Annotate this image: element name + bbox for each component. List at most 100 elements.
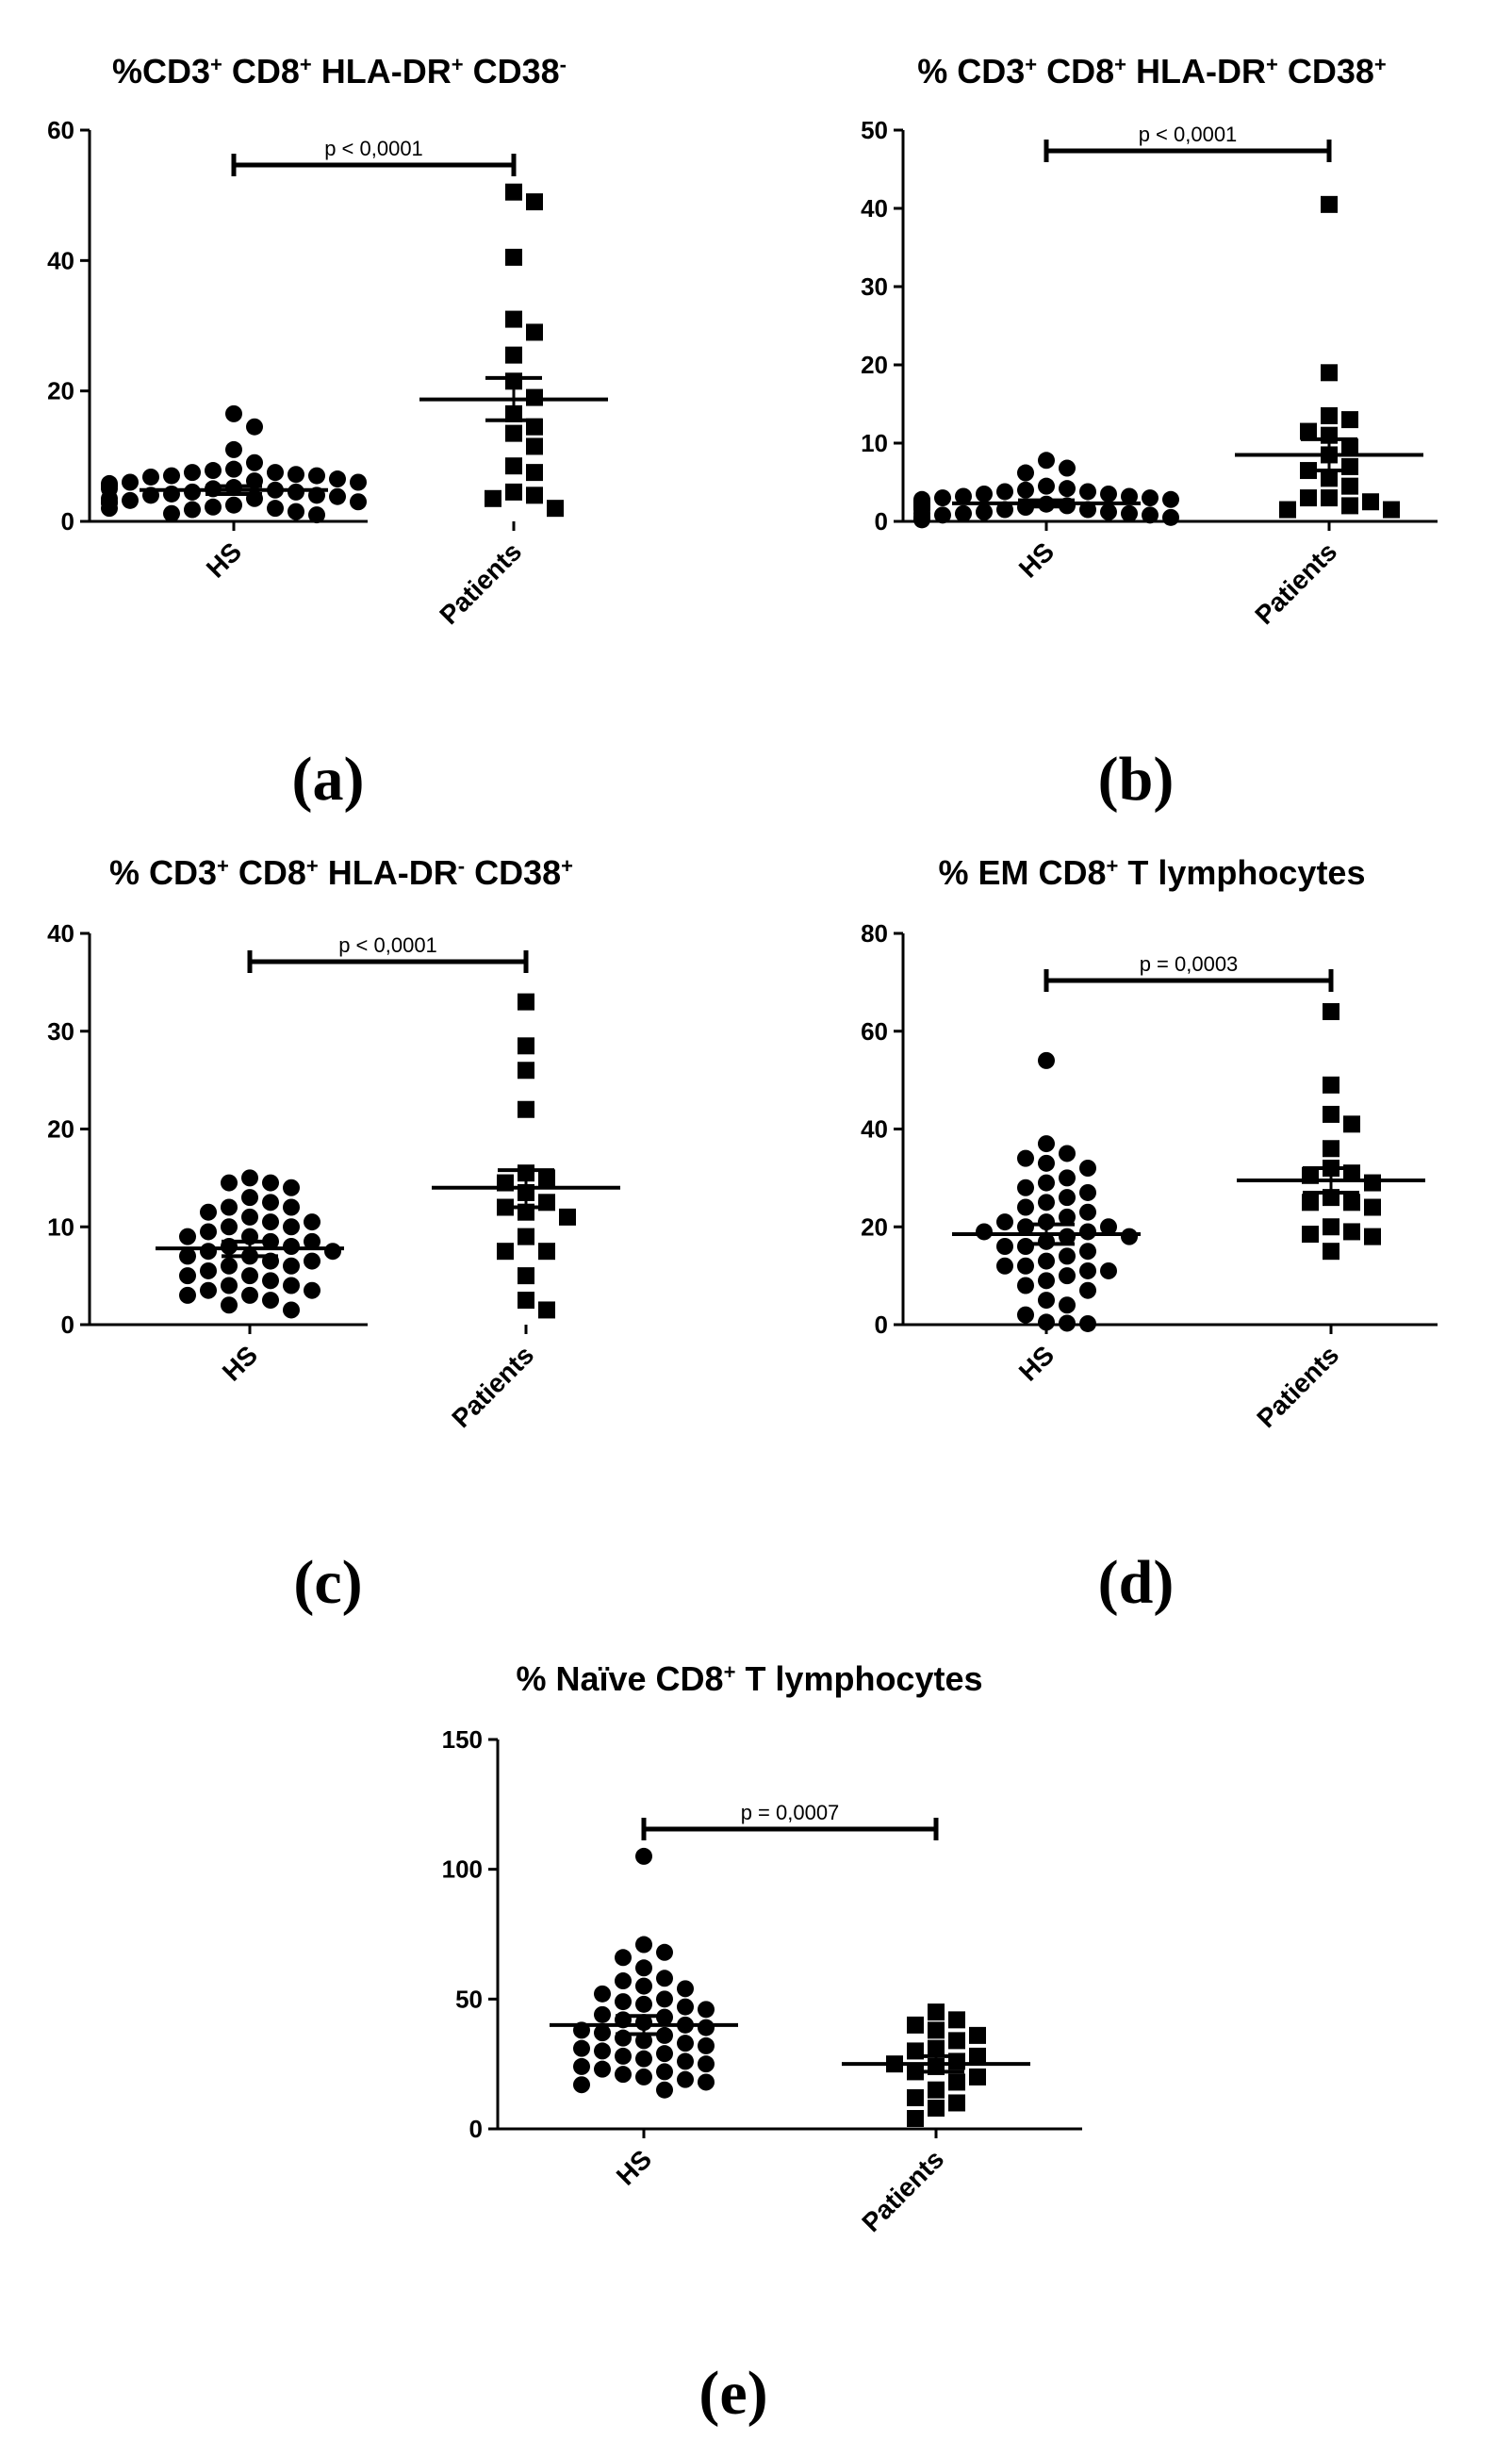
data-point-hs (1079, 501, 1096, 519)
data-point-hs (996, 1257, 1013, 1275)
data-point-hs (262, 1292, 279, 1310)
data-point-hs (1038, 477, 1055, 495)
y-tick-label: 40 (47, 919, 74, 948)
data-point-patients (1302, 1194, 1319, 1212)
chart-title: % CD3+ CD8+ HLA-DR- CD38+ (109, 853, 573, 892)
data-point-hs (976, 485, 993, 503)
data-point-hs (241, 1286, 258, 1304)
data-point-hs (1059, 1169, 1076, 1187)
data-point-hs (656, 2081, 673, 2099)
p-value-label: p < 0,0001 (324, 137, 423, 160)
data-point-hs (698, 2019, 715, 2036)
panel-label: (b) (1098, 745, 1175, 814)
data-point-patients (485, 489, 501, 507)
data-point-hs (283, 1257, 300, 1275)
data-point-patients (518, 1267, 534, 1285)
data-point-hs (677, 1998, 694, 2016)
data-point-hs (1079, 483, 1096, 501)
data-point-hs (200, 1203, 217, 1221)
data-point-hs (677, 2053, 694, 2070)
data-point-hs (1059, 480, 1076, 498)
data-point-hs (329, 487, 346, 505)
data-point-hs (200, 1243, 217, 1261)
data-point-hs (1100, 1218, 1117, 1236)
data-point-patients (928, 2003, 945, 2021)
data-point-patients (505, 346, 522, 364)
panel-label: (c) (293, 1548, 362, 1617)
data-point-hs (1038, 1252, 1055, 1270)
data-point-hs (615, 2066, 632, 2084)
data-point-hs (283, 1238, 300, 1255)
data-point-hs (1038, 1292, 1055, 1310)
data-point-patients (505, 183, 522, 201)
data-point-hs (304, 1281, 320, 1299)
data-point-hs (221, 1218, 238, 1236)
data-point-hs (179, 1267, 196, 1285)
data-point-hs (996, 483, 1013, 501)
data-point-hs (698, 2036, 715, 2054)
data-point-patients (1343, 1194, 1360, 1212)
data-point-hs (955, 504, 972, 522)
data-point-patients (1321, 489, 1338, 507)
data-point-hs (200, 1281, 217, 1299)
data-point-hs (241, 1189, 258, 1207)
data-point-hs (308, 467, 325, 485)
data-point-hs (1059, 1247, 1076, 1265)
data-point-hs (635, 1847, 652, 1865)
chart-title: %CD3+ CD8+ HLA-DR+ CD38- (112, 52, 567, 91)
data-point-hs (350, 473, 367, 491)
data-point-hs (1038, 1051, 1055, 1069)
data-point-hs (1017, 1149, 1034, 1167)
data-point-hs (1100, 503, 1117, 521)
data-point-hs (283, 1179, 300, 1196)
data-point-hs (304, 1252, 320, 1270)
y-tick-label: 60 (861, 1017, 888, 1046)
data-point-hs (205, 462, 222, 480)
data-point-patients (1321, 470, 1338, 487)
y-tick-label: 20 (861, 351, 888, 379)
y-tick-label: 0 (61, 507, 74, 536)
data-point-hs (1059, 1314, 1076, 1332)
data-point-hs (594, 2060, 611, 2078)
data-point-hs (656, 2063, 673, 2081)
data-point-hs (615, 1993, 632, 2011)
data-point-hs (1017, 1277, 1034, 1294)
data-point-patients (538, 1169, 555, 1187)
data-point-hs (262, 1194, 279, 1212)
data-point-patients (928, 2099, 945, 2117)
p-value-label: p < 0,0001 (338, 933, 437, 957)
data-point-hs (677, 2035, 694, 2053)
data-point-hs (1079, 1314, 1096, 1332)
data-point-hs (1059, 1296, 1076, 1314)
chart-title: % EM CD8+ T lymphocytes (939, 853, 1366, 892)
y-tick-label: 40 (47, 246, 74, 274)
data-point-hs (184, 501, 201, 519)
y-tick-label: 60 (47, 116, 74, 144)
data-point-patients (538, 1243, 555, 1261)
y-tick-label: 0 (875, 507, 888, 536)
data-point-hs (1038, 1272, 1055, 1290)
data-point-hs (246, 418, 263, 436)
data-point-hs (1038, 1135, 1055, 1153)
data-point-hs (1038, 1174, 1055, 1192)
data-point-hs (698, 2055, 715, 2073)
data-point-hs (635, 1977, 652, 1995)
data-point-hs (594, 1985, 611, 2003)
data-point-hs (1079, 1243, 1096, 1261)
data-point-hs (184, 483, 201, 501)
data-point-hs (101, 500, 118, 518)
data-point-hs (288, 466, 304, 484)
data-point-patients (1343, 1223, 1360, 1241)
data-point-hs (1017, 1238, 1034, 1255)
data-point-patients (1279, 501, 1296, 519)
data-point-patients (969, 2047, 986, 2065)
data-point-patients (526, 323, 543, 341)
data-point-hs (996, 1213, 1013, 1231)
data-point-patients (1323, 1243, 1339, 1261)
data-point-patients (1341, 497, 1358, 515)
y-tick-label: 20 (47, 377, 74, 405)
p-value-label: p = 0,0003 (1140, 952, 1239, 976)
data-point-hs (976, 503, 993, 521)
data-point-hs (1079, 1261, 1096, 1279)
